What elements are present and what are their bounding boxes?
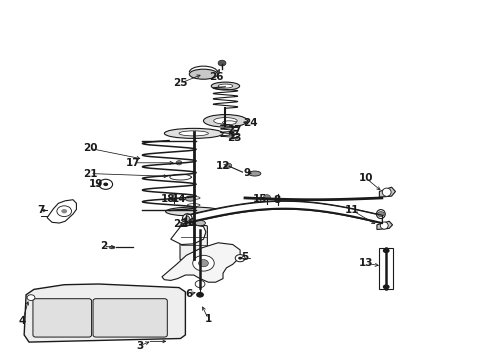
Ellipse shape — [164, 129, 223, 138]
Ellipse shape — [109, 246, 115, 249]
Circle shape — [176, 161, 182, 165]
Ellipse shape — [211, 82, 240, 90]
Text: 16: 16 — [182, 218, 196, 228]
Ellipse shape — [166, 207, 222, 216]
Circle shape — [193, 255, 214, 271]
Text: 20: 20 — [83, 143, 98, 153]
Ellipse shape — [187, 197, 200, 199]
Text: 7: 7 — [37, 206, 45, 216]
Text: 23: 23 — [227, 133, 242, 143]
Text: 25: 25 — [173, 78, 188, 88]
Text: 11: 11 — [345, 206, 360, 216]
Bar — [379, 248, 393, 289]
Ellipse shape — [181, 221, 190, 226]
Text: 18: 18 — [161, 194, 175, 204]
Ellipse shape — [187, 211, 200, 214]
Text: 19: 19 — [89, 179, 103, 189]
Ellipse shape — [185, 216, 190, 221]
Ellipse shape — [376, 210, 385, 219]
Text: 24: 24 — [244, 118, 258, 128]
Ellipse shape — [382, 188, 391, 196]
Circle shape — [383, 284, 390, 289]
Text: 2: 2 — [99, 241, 107, 251]
Polygon shape — [171, 225, 206, 244]
Text: 21: 21 — [83, 168, 98, 179]
Circle shape — [103, 183, 108, 186]
Text: 27: 27 — [227, 125, 242, 135]
Text: 8: 8 — [273, 195, 280, 205]
Text: 15: 15 — [252, 194, 267, 204]
Circle shape — [218, 60, 226, 66]
Polygon shape — [24, 284, 185, 342]
Ellipse shape — [179, 131, 208, 136]
Text: 26: 26 — [209, 72, 224, 82]
Text: 6: 6 — [185, 289, 193, 299]
Ellipse shape — [182, 214, 192, 224]
Circle shape — [195, 230, 205, 237]
Circle shape — [196, 292, 204, 298]
Text: 10: 10 — [359, 173, 373, 183]
Ellipse shape — [187, 216, 200, 219]
Ellipse shape — [187, 204, 200, 207]
Circle shape — [61, 209, 67, 213]
Ellipse shape — [248, 171, 261, 176]
Text: 22: 22 — [173, 219, 188, 229]
Text: 13: 13 — [359, 258, 373, 268]
Polygon shape — [377, 221, 392, 229]
Ellipse shape — [214, 118, 237, 124]
Circle shape — [198, 260, 208, 267]
Ellipse shape — [195, 220, 205, 226]
Text: 9: 9 — [244, 168, 251, 178]
Ellipse shape — [203, 114, 247, 127]
Ellipse shape — [218, 84, 233, 88]
Circle shape — [225, 163, 232, 168]
Circle shape — [57, 206, 72, 217]
Ellipse shape — [185, 196, 195, 201]
Circle shape — [27, 295, 35, 301]
Text: 5: 5 — [242, 252, 248, 262]
Circle shape — [195, 280, 205, 288]
Circle shape — [171, 197, 177, 201]
Text: 1: 1 — [205, 314, 212, 324]
Circle shape — [383, 248, 390, 253]
Text: 4: 4 — [19, 316, 26, 325]
Polygon shape — [379, 187, 395, 197]
Polygon shape — [162, 243, 240, 282]
FancyBboxPatch shape — [93, 299, 167, 337]
Polygon shape — [47, 200, 76, 223]
Text: 3: 3 — [136, 341, 144, 351]
FancyBboxPatch shape — [33, 299, 92, 337]
Ellipse shape — [187, 222, 200, 225]
Circle shape — [238, 257, 242, 260]
Text: 14: 14 — [172, 194, 186, 204]
Circle shape — [99, 179, 113, 189]
Ellipse shape — [222, 121, 236, 125]
Text: 12: 12 — [216, 161, 230, 171]
Circle shape — [235, 255, 245, 262]
Text: 17: 17 — [126, 158, 141, 168]
Ellipse shape — [380, 222, 388, 229]
Circle shape — [377, 212, 384, 217]
FancyBboxPatch shape — [180, 226, 207, 260]
Ellipse shape — [189, 69, 218, 79]
Circle shape — [264, 195, 270, 200]
